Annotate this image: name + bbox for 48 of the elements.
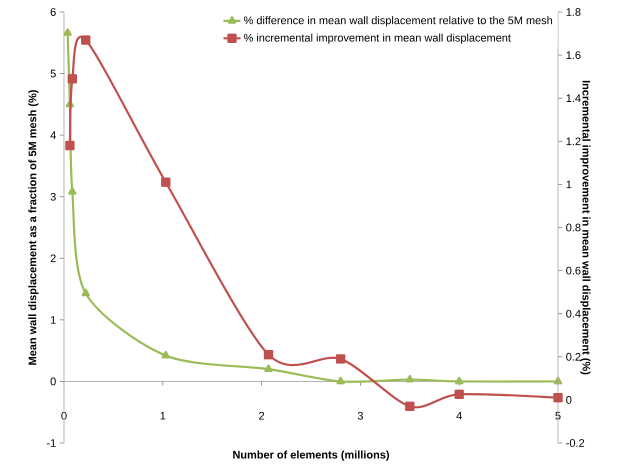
y2-tick-label: 1.6 [566,51,581,59]
x-tick-label: 0 [61,412,67,420]
x-tick-label: 4 [456,412,462,420]
y2-tick-label: 0.4 [566,310,581,318]
point [264,364,273,372]
y-tick-label: 1 [50,316,56,324]
y2-tick-label: 0.8 [566,224,581,232]
legend-label: % incremental improvement in mean wall displacement [244,34,511,44]
y2-tick-label: -0.2 [566,439,584,447]
y2-tick-label: 0 [566,396,572,404]
point [554,376,562,384]
y2-tick-label: 0.6 [566,266,581,274]
point [336,354,346,364]
y2-tick-label: 1.8 [566,8,581,16]
point [336,376,345,384]
y2-axis-title: Incremental improvement in mean wall displacement (%) [580,80,590,374]
x-tick-label: 1 [160,412,166,420]
point [81,35,90,45]
point [68,74,77,84]
x-axis-title: Number of elements (millions) [233,450,390,461]
point [405,402,414,412]
point [161,178,170,187]
y-tick-label: 5 [50,70,56,78]
x-tick-label: 3 [358,412,363,420]
point [162,350,170,358]
y2-tick-label: 1.2 [566,137,580,146]
y-axis-title: Mean wall displacement as a fraction of 5M mesh (%) [28,90,38,365]
y-tick-label: 6 [50,8,56,16]
y-tick-label: 2 [50,254,56,262]
point [68,187,76,195]
legend-label: % difference in mean wall displacement relative to the 5M mesh [244,16,552,26]
point [63,28,72,36]
point [65,140,75,150]
x-tick-label: 2 [259,412,264,420]
point [82,288,90,296]
y2-tick-label: 1 [566,180,572,188]
point [406,374,414,382]
point [455,376,464,384]
point [454,390,464,399]
y-tick-label: 4 [50,131,56,139]
y2-tick-label: 1.4 [566,94,581,102]
y-tick-label: 0 [50,378,56,386]
point [553,393,563,402]
y2-tick-label: 0.2 [566,352,580,361]
y-tick-label: 3 [50,192,56,201]
point [264,350,274,360]
y-tick-label: -1 [46,439,56,447]
x-tick-label: 5 [555,412,561,420]
